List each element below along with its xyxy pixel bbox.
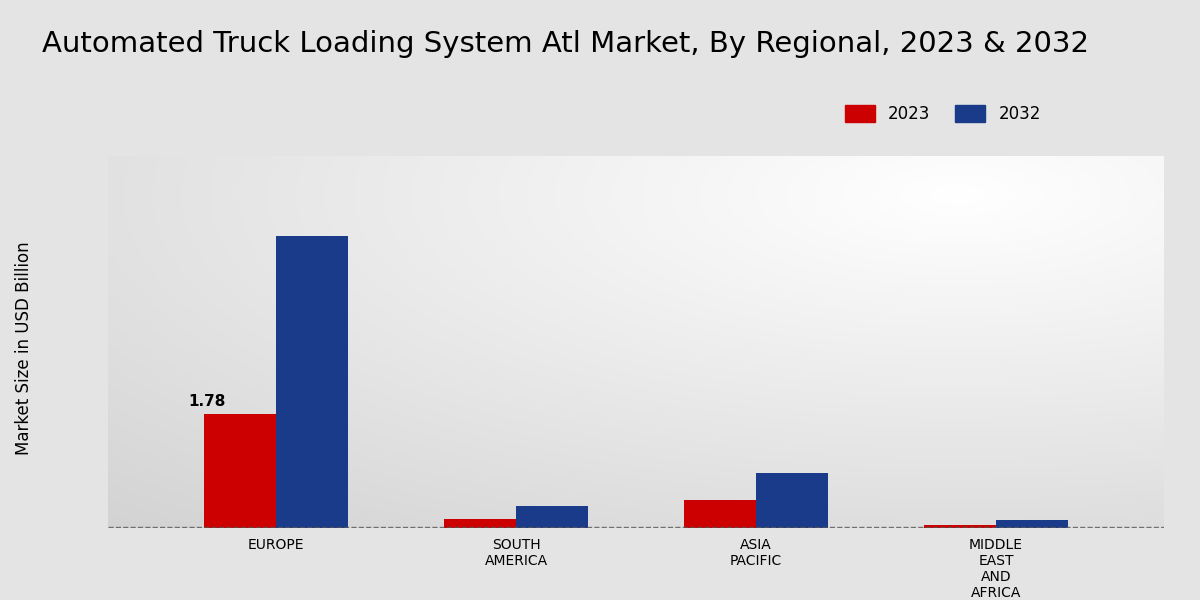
Bar: [684, 500, 756, 528]
Bar: [996, 520, 1068, 528]
Legend: 2023, 2032: 2023, 2032: [838, 98, 1048, 130]
Bar: [924, 525, 996, 528]
Text: 1.78: 1.78: [188, 394, 226, 409]
Bar: [204, 414, 276, 528]
Bar: [516, 506, 588, 528]
Text: Market Size in USD Billion: Market Size in USD Billion: [14, 241, 34, 455]
Bar: [276, 236, 348, 528]
Bar: [756, 473, 828, 528]
Bar: [444, 519, 516, 528]
Text: Automated Truck Loading System Atl Market, By Regional, 2023 & 2032: Automated Truck Loading System Atl Marke…: [42, 30, 1090, 58]
